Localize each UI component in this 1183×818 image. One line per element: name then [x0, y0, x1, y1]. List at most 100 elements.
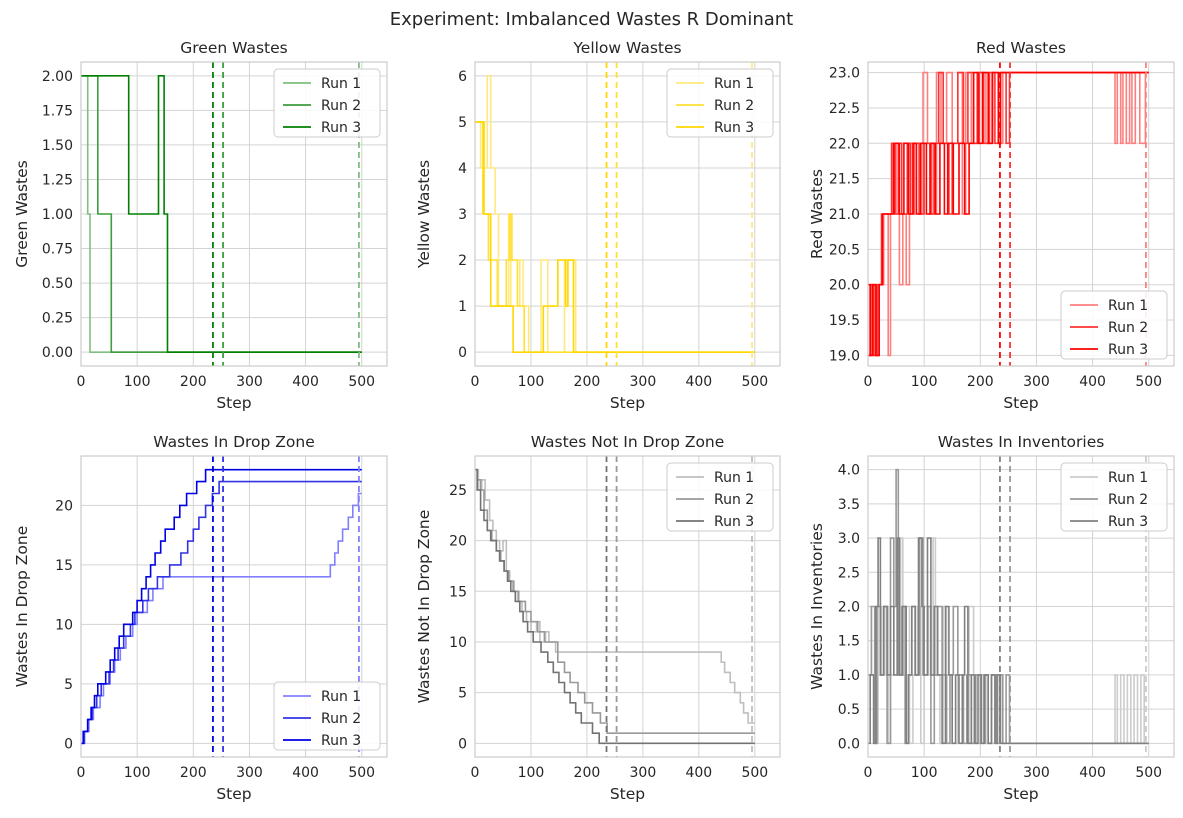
- subplot-5: 0 100 200 300 400 500 0 5 10 15 20 25 Wastes Not In …: [415, 433, 781, 803]
- y-axis-label: Red Wastes: [808, 169, 826, 259]
- y-tick-label: 1.5: [838, 634, 860, 650]
- legend-label: Run 2: [1108, 320, 1148, 336]
- x-tick-label: 0: [471, 765, 480, 781]
- y-tick-label: 20.5: [829, 242, 860, 258]
- x-axis-label: Step: [1003, 394, 1038, 412]
- x-tick-label: 200: [967, 374, 994, 390]
- legend-box: [666, 68, 774, 138]
- axes-frame: [867, 455, 1175, 758]
- legend: Run 1 Run 2 Run 3: [666, 462, 774, 532]
- x-tick-label: 300: [236, 765, 263, 781]
- y-axis-label: Yellow Wastes: [415, 160, 433, 269]
- x-tick-label: 500: [741, 374, 768, 390]
- x-tick-label: 300: [630, 765, 657, 781]
- legend: Run 1 Run 2 Run 3: [273, 681, 381, 751]
- y-tick-label: 0.25: [42, 311, 73, 327]
- y-tick-label: 2.00: [42, 69, 73, 85]
- x-tick-label: 0: [471, 374, 480, 390]
- y-tick-label: 20: [55, 498, 73, 514]
- y-tick-label: 0.0: [838, 736, 860, 752]
- y-tick-label: 2.5: [838, 565, 860, 581]
- y-tick-label: 1.25: [42, 172, 73, 188]
- subplot-title: Wastes Not In Drop Zone: [531, 433, 725, 451]
- x-tick-label: 200: [967, 765, 994, 781]
- y-tick-label: 2.0: [838, 600, 860, 616]
- x-tick-label: 500: [348, 765, 375, 781]
- legend-label: Run 2: [714, 492, 754, 508]
- y-tick-label: 25: [449, 483, 467, 499]
- subplot-3: 0 100 200 300 400 500 19.0 19.5 20.0 20.5 21.0 21.5…: [808, 39, 1175, 412]
- y-tick-label: 3.5: [838, 497, 860, 513]
- y-tick-label: 1.50: [42, 138, 73, 154]
- y-tick-label: 21.5: [829, 172, 860, 188]
- legend-box: [273, 68, 381, 138]
- y-tick-label: 22.5: [829, 101, 860, 117]
- subplot-title: Wastes In Drop Zone: [153, 433, 315, 451]
- legend-label: Run 3: [321, 120, 361, 136]
- legend-label: Run 1: [1108, 470, 1148, 486]
- y-tick-label: 1.0: [838, 668, 860, 684]
- y-tick-label: 22.0: [829, 136, 860, 152]
- axes-frame: [867, 61, 1175, 367]
- legend-box: [273, 681, 381, 751]
- x-tick-label: 400: [685, 765, 712, 781]
- series-line-3: [475, 468, 755, 745]
- x-tick-label: 300: [236, 374, 263, 390]
- legend-label: Run 3: [714, 120, 754, 136]
- y-axis-label: Wastes In Inventories: [808, 523, 826, 690]
- legend-label: Run 2: [321, 98, 361, 114]
- y-tick-label: 0: [458, 345, 467, 361]
- y-tick-label: 5: [458, 686, 467, 702]
- y-tick-label: 0.5: [838, 702, 860, 718]
- y-tick-label: 0.75: [42, 242, 73, 258]
- figure-title: Experiment: Imbalanced Wastes R Dominant: [390, 9, 793, 30]
- y-tick-label: 5: [458, 115, 467, 131]
- x-axis-label: Step: [216, 785, 251, 803]
- legend-label: Run 2: [1108, 492, 1148, 508]
- y-tick-label: 20: [449, 534, 467, 550]
- x-tick-label: 500: [1135, 374, 1162, 390]
- legend: Run 1 Run 2 Run 3: [666, 68, 774, 138]
- series-line-1: [868, 71, 1149, 357]
- y-tick-label: 15: [55, 558, 73, 574]
- subplot-6: 0 100 200 300 400 500 0.0 0.5 1.0 1.5 2.0 2.5 3.0 3.5…: [808, 433, 1175, 803]
- axes-frame: [474, 455, 781, 758]
- series-line-1: [475, 468, 755, 724]
- legend-label: Run 2: [714, 98, 754, 114]
- legend-label: Run 1: [321, 689, 361, 705]
- axes-frame: [474, 61, 781, 367]
- x-tick-label: 400: [292, 765, 319, 781]
- plot-area: [868, 456, 1149, 757]
- y-tick-label: 10: [55, 617, 73, 633]
- x-tick-label: 500: [348, 374, 375, 390]
- x-axis-label: Step: [610, 785, 645, 803]
- subplot-title: Green Wastes: [180, 39, 287, 57]
- x-tick-label: 0: [77, 374, 86, 390]
- x-tick-label: 100: [911, 765, 938, 781]
- x-tick-label: 400: [1079, 765, 1106, 781]
- y-tick-label: 20.0: [829, 278, 860, 294]
- series-line-2: [81, 480, 362, 745]
- x-axis-label: Step: [1003, 785, 1038, 803]
- y-tick-label: 2: [458, 253, 467, 269]
- y-tick-label: 23.0: [829, 66, 860, 82]
- x-tick-label: 400: [1079, 374, 1106, 390]
- y-tick-label: 1: [458, 299, 467, 315]
- y-tick-label: 4: [458, 161, 467, 177]
- y-tick-label: 21.0: [829, 207, 860, 223]
- subplot-title: Red Wastes: [976, 39, 1066, 57]
- x-tick-label: 300: [1023, 374, 1050, 390]
- x-tick-label: 200: [574, 374, 601, 390]
- legend-label: Run 3: [321, 733, 361, 749]
- x-tick-label: 0: [77, 765, 86, 781]
- y-tick-label: 0.50: [42, 276, 73, 292]
- x-tick-label: 100: [518, 765, 545, 781]
- subplot-2: 0 100 200 300 400 500 0 1 2 3 4 5 6 Yellow Wastes Step…: [415, 39, 781, 412]
- x-tick-label: 100: [124, 374, 151, 390]
- y-tick-label: 5: [64, 677, 73, 693]
- legend-box: [1060, 462, 1168, 532]
- legend: Run 1 Run 2 Run 3: [1060, 462, 1168, 532]
- axes-frame: [80, 61, 388, 367]
- legend-label: Run 3: [1108, 514, 1148, 530]
